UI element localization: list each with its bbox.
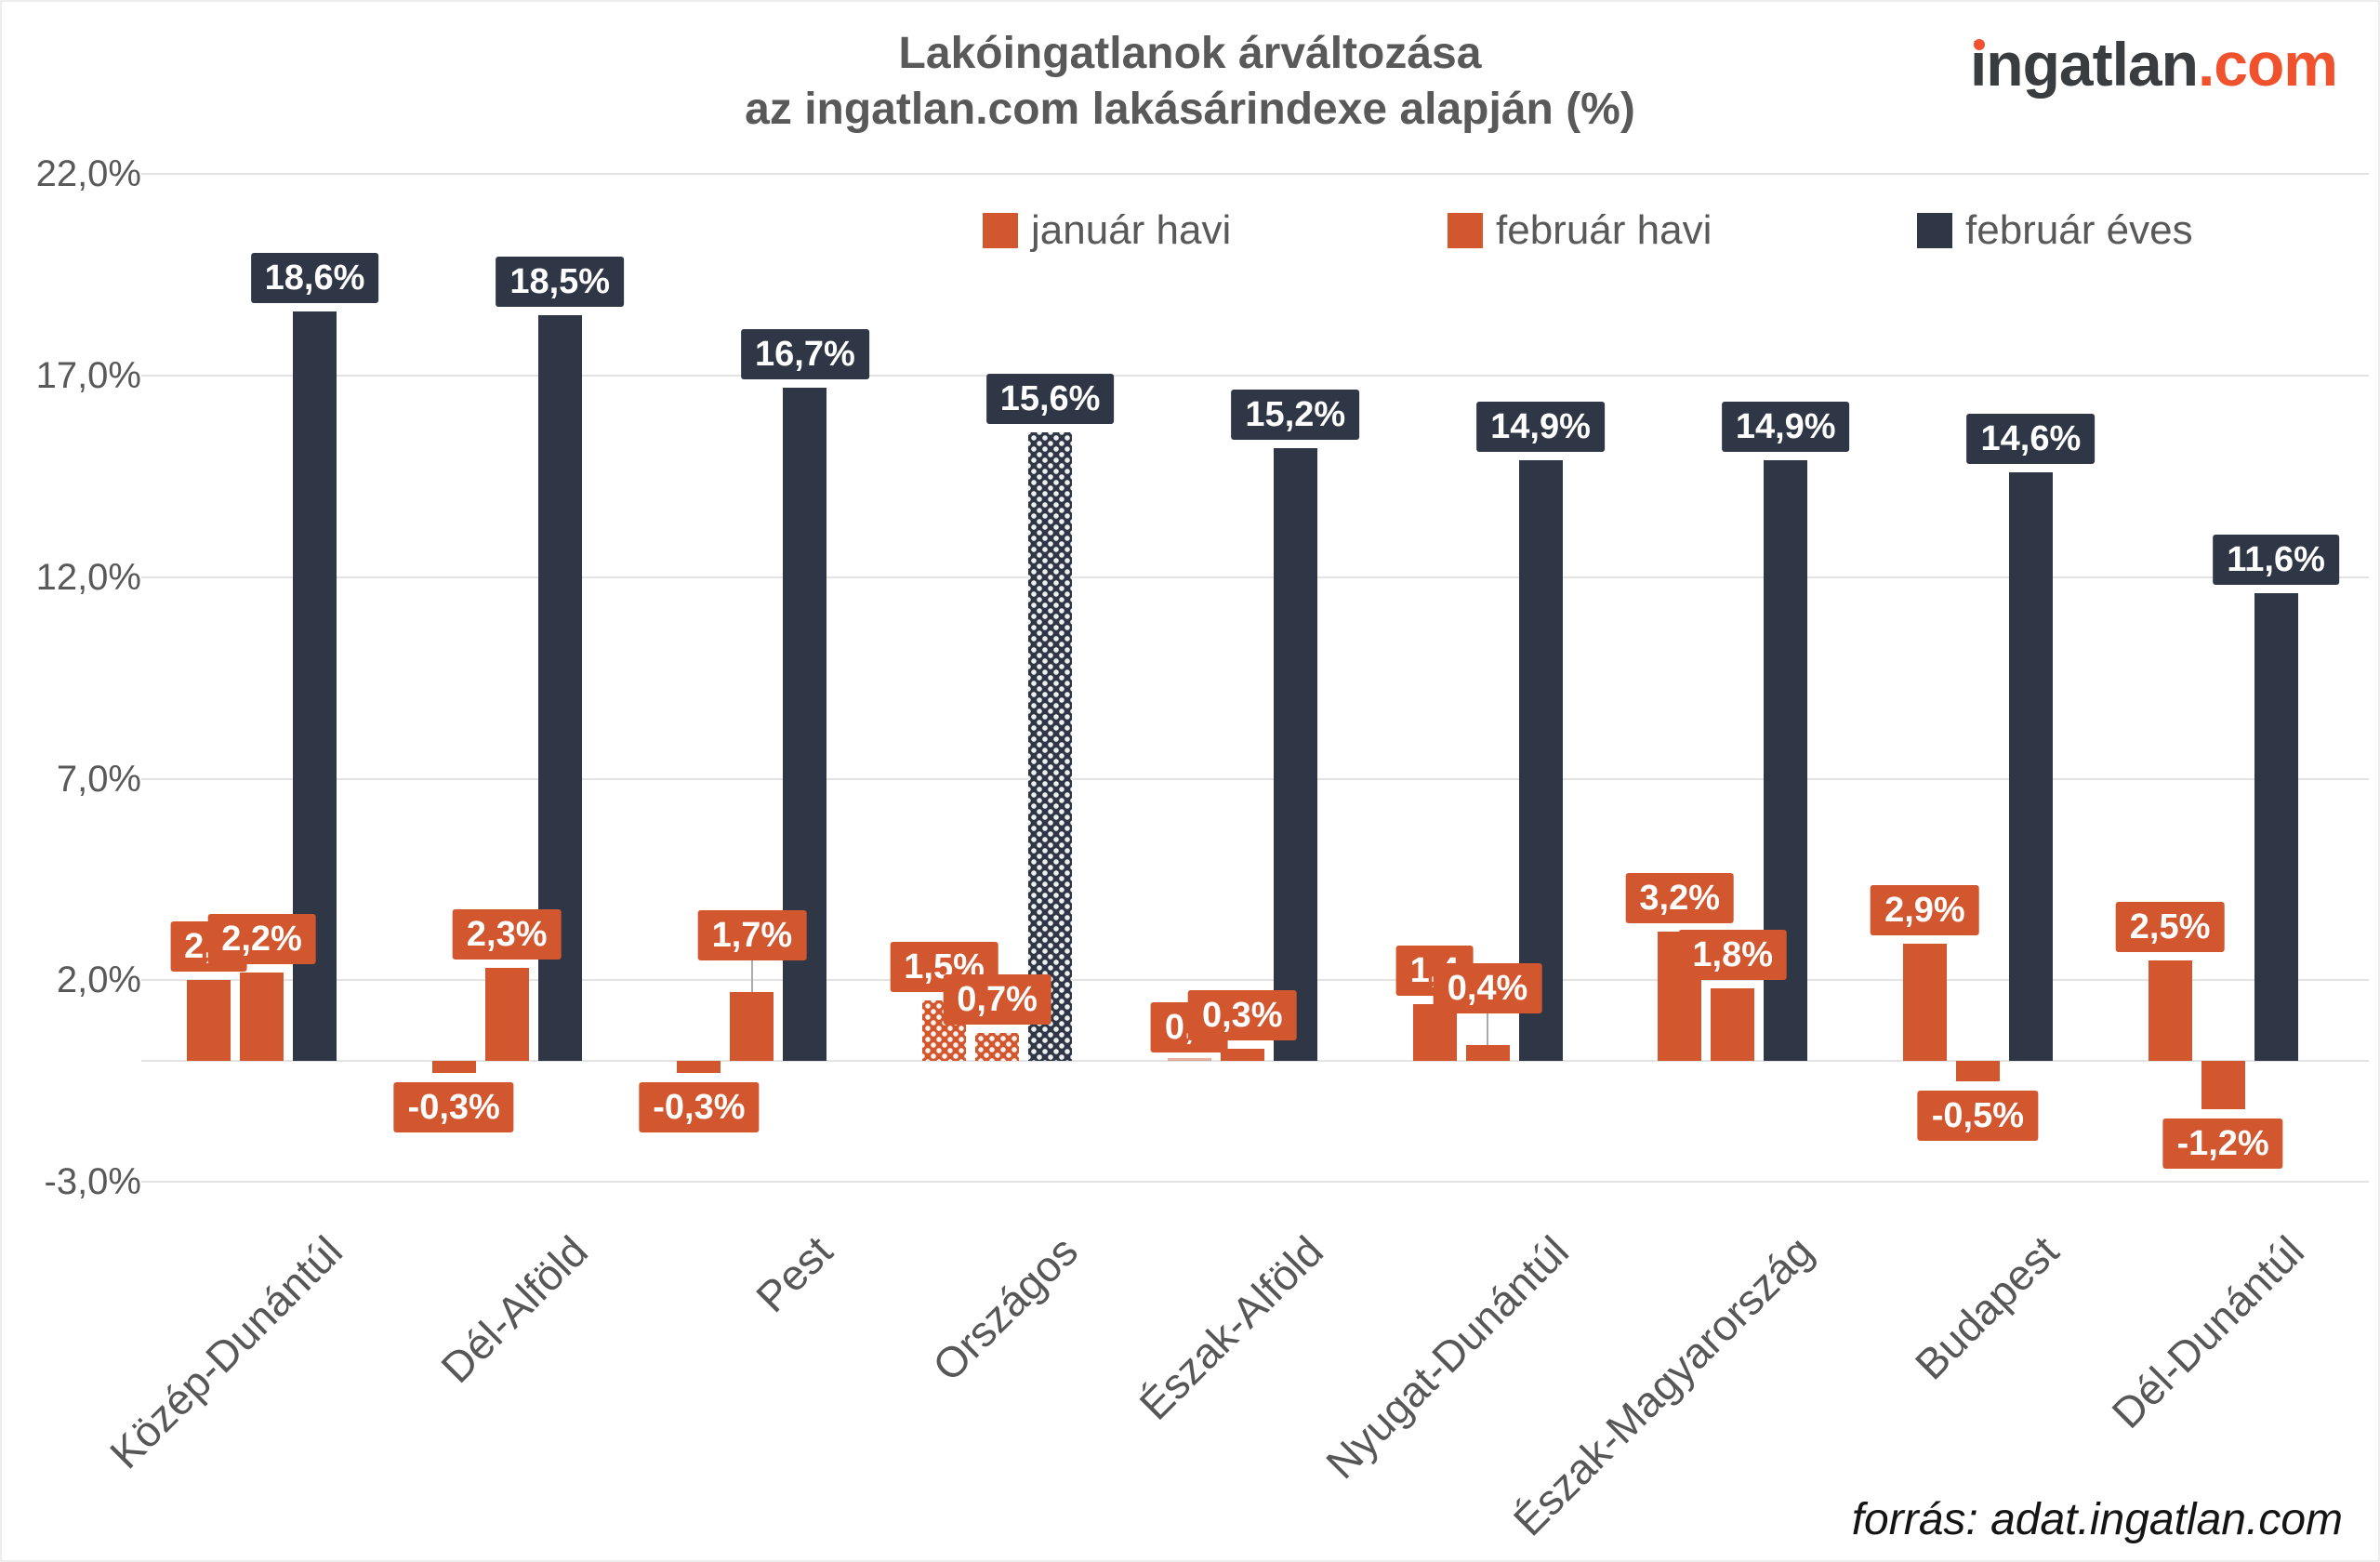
bar-február-havi-0 [240,972,284,1061]
value-label-február-havi-6: 1,8% [1678,929,1787,980]
bar-február-éves-3 [1028,431,1073,1061]
bar-február-havi-6 [1711,987,1755,1061]
gridline-7 [141,777,2369,780]
value-label-február-éves-5: 14,9% [1476,402,1605,453]
label-leader-line [750,960,753,993]
legend-label-januar-havi: január havi [1031,207,1232,253]
y-axis-tick: 22,0% [35,153,141,195]
ingatlan-logo: ingatlan.com [1970,33,2338,95]
y-axis-tick: 12,0% [35,556,141,598]
bar-január-havi-7 [1902,944,1947,1061]
bar-február-havi-1 [484,968,529,1061]
chart-title: Lakóingatlanok árváltozása az ingatlan.c… [2,26,2378,138]
value-label-február-éves-7: 14,6% [1966,414,2096,465]
value-label-február-éves-2: 16,7% [741,329,869,380]
source-note: forrás: adat.ingatlan.com [1851,1495,2343,1544]
bar-február-éves-8 [2254,593,2298,1061]
legend-marker-februar-havi [1448,213,1483,248]
value-label-február-havi-3: 0,7% [943,973,1051,1025]
chart-title-line1: Lakóingatlanok árváltozása [898,29,1482,78]
label-leader-line [1487,1013,1488,1045]
value-label-február-havi-4: 0,3% [1187,989,1297,1040]
bar-február-éves-4 [1273,448,1317,1061]
y-axis-tick: -3,0% [44,1161,142,1203]
legend-item-januar-havi: január havi [983,207,1232,253]
bar-február-éves-7 [2008,472,2053,1061]
gridline-22 [141,173,2369,176]
legend-marker-januar-havi [983,213,1018,248]
chart-title-line2: az ingatlan.com lakásárindexe alapján (%… [745,85,1635,134]
y-axis-tick: 7,0% [56,758,141,800]
value-label-február-havi-0: 2,2% [207,913,316,964]
gridline-17 [141,375,2369,377]
value-label-január-havi-2: -0,3% [639,1082,760,1132]
bar-január-havi-5 [1412,1004,1457,1061]
bar-január-havi-0 [187,980,231,1061]
value-label-február-havi-1: 2,3% [452,909,562,960]
legend-marker-februar-eves [1917,213,1952,248]
value-label-február-havi-7: -0,5% [1917,1090,2039,1141]
bar-február-havi-2 [730,992,774,1061]
value-label-február-éves-0: 18,6% [250,252,379,303]
logo-i-dot-icon [1973,39,1985,50]
gridline--3 [141,1181,2369,1184]
logo-text-accent: .com [2197,30,2338,99]
value-label-február-havi-5: 0,4% [1433,962,1542,1013]
gridline-2 [141,979,2369,982]
y-axis-tick: 2,0% [56,960,141,1001]
value-label-január-havi-1: -0,3% [393,1082,514,1132]
bar-január-havi-2 [677,1061,721,1073]
gridline-12 [141,576,2369,578]
bar-január-havi-4 [1167,1058,1211,1061]
value-label-február-éves-4: 15,2% [1231,390,1360,441]
bar-február-havi-3 [975,1032,1020,1061]
bar-február-havi-5 [1465,1044,1510,1061]
logo-text-dark: ingatlan [1969,30,2199,99]
bar-január-havi-1 [431,1061,476,1073]
bar-február-havi-8 [2201,1061,2245,1110]
legend-item-februar-eves: február éves [1917,207,2193,253]
value-label-február-éves-1: 18,5% [496,257,625,308]
value-label-február-éves-8: 11,6% [2213,535,2339,586]
value-label-január-havi-6: 3,2% [1625,873,1734,924]
bar-február-havi-7 [1955,1061,2000,1081]
value-label-február-éves-3: 15,6% [985,373,1115,424]
legend-item-februar-havi: február havi [1448,207,1712,253]
legend-label-februar-havi: február havi [1496,207,1712,253]
bar-január-havi-8 [2148,960,2192,1061]
value-label-február-éves-6: 14,9% [1721,402,1850,453]
bar-február-havi-4 [1220,1048,1264,1061]
bar-február-éves-5 [1518,460,1563,1061]
legend-label-februar-eves: február éves [1965,207,2193,253]
gridline-0 [141,1060,2369,1062]
value-label-január-havi-7: 2,9% [1871,885,1979,936]
y-axis-tick: 17,0% [35,355,141,397]
value-label-február-havi-2: 1,7% [697,910,807,961]
value-label-január-havi-8: 2,5% [2115,901,2225,952]
value-label-február-havi-8: -1,2% [2162,1119,2283,1170]
